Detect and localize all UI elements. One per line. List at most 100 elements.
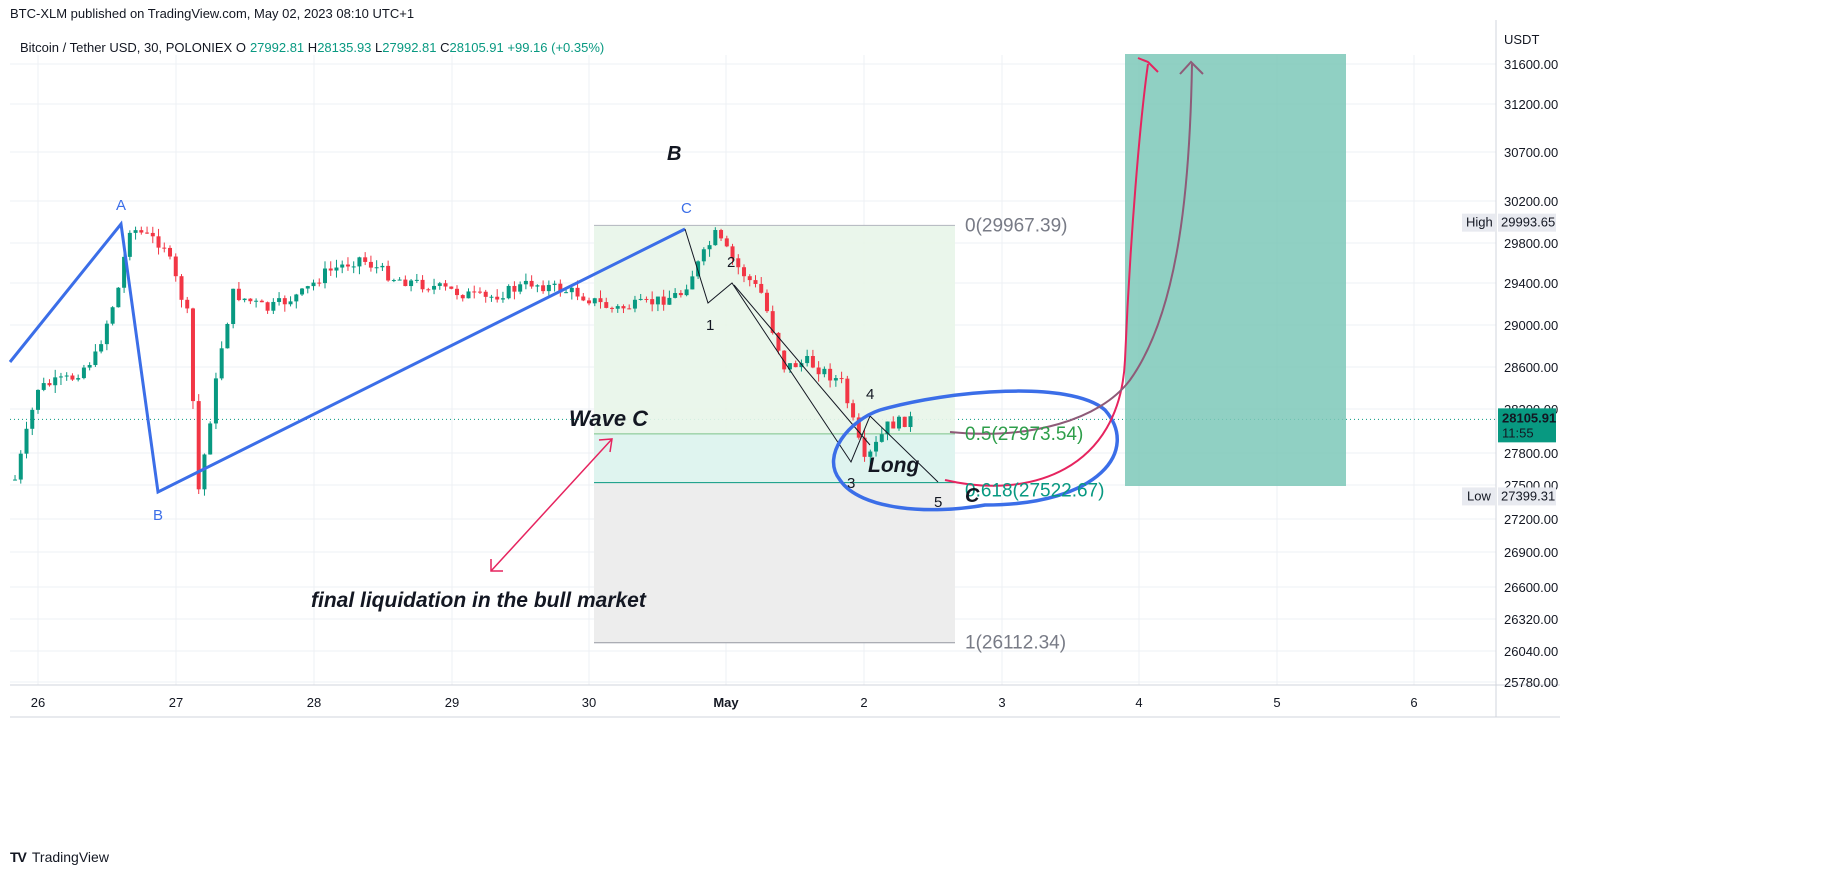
candle-body — [541, 285, 546, 292]
target-arrow-purple — [949, 63, 1193, 435]
candle-body — [730, 246, 735, 259]
wave-count-5: 5 — [934, 494, 942, 511]
candle-body — [179, 276, 184, 300]
low-key: L — [375, 40, 383, 55]
candle-body — [414, 279, 419, 281]
candle-body — [770, 311, 775, 333]
candle-body — [432, 285, 437, 290]
candle-body — [13, 479, 18, 481]
candle-body — [747, 276, 752, 281]
candle-body — [374, 267, 379, 269]
close-key: C — [440, 40, 450, 55]
low-label-bg — [1462, 487, 1495, 506]
candle-body — [764, 292, 769, 312]
fib-level-label: 0(29967.39) — [965, 215, 1067, 236]
y-tick-label: 31600.00 — [1504, 57, 1558, 72]
candle-body — [535, 285, 540, 287]
candle-body — [162, 247, 167, 249]
arrow-head-liq-top — [598, 438, 613, 453]
candle-body — [242, 298, 247, 301]
candle-body — [799, 363, 804, 368]
candle-body — [690, 276, 695, 290]
candle-body — [707, 245, 712, 250]
candle-body — [879, 434, 884, 442]
candle-body — [236, 288, 241, 301]
x-tick-label: 30 — [582, 695, 596, 710]
candle-body — [368, 261, 373, 268]
last-price-value: 28105.91 — [1502, 410, 1556, 425]
candle-body — [64, 375, 69, 377]
y-tick-label: 30200.00 — [1504, 194, 1558, 209]
candle-body — [116, 287, 121, 308]
candle-body — [24, 428, 29, 454]
high-value: 29993.65 — [1501, 215, 1555, 230]
wave-c-text: Wave C — [569, 406, 649, 431]
candle-body — [696, 261, 701, 277]
y-tick-label: 31200.00 — [1504, 97, 1558, 112]
low-value: 27992.81 — [382, 40, 437, 55]
wave-count-4: 4 — [866, 386, 874, 403]
candle-body — [288, 301, 293, 305]
tradingview-brand: TradingView — [31, 849, 109, 865]
candle-body — [558, 283, 563, 293]
candle-body — [190, 308, 195, 402]
candle-body — [828, 368, 833, 381]
y-tick-label: 29000.00 — [1504, 318, 1558, 333]
wave-abc-line — [8, 220, 686, 495]
change-value: +99.16 (+0.35%) — [507, 40, 605, 55]
x-tick-label: 29 — [445, 695, 459, 710]
candle-body — [397, 279, 402, 281]
candle-body — [357, 257, 362, 267]
x-tick-label: 28 — [307, 695, 321, 710]
chart-axes[interactable]: USDT 31600.00 31200.00 30700.00 30200.00 2980… — [10, 20, 1560, 718]
candle-body — [753, 280, 758, 284]
candle-body — [386, 265, 391, 281]
candle-body — [127, 232, 132, 257]
candle-body — [701, 249, 706, 262]
x-tick-label: 6 — [1410, 695, 1417, 710]
candle-body — [277, 298, 282, 302]
candle-body — [213, 378, 218, 424]
candle-body — [99, 344, 104, 352]
x-tick-label: 2 — [860, 695, 867, 710]
candle-body — [41, 383, 46, 390]
candle-body — [403, 279, 408, 287]
y-tick-label: 27800.00 — [1504, 446, 1558, 461]
candle-body — [437, 283, 442, 286]
candle-body — [500, 298, 505, 300]
candle-body — [833, 378, 838, 381]
candle-body — [891, 421, 896, 429]
candle-body — [311, 282, 316, 287]
candle-body — [294, 294, 299, 302]
candle-body — [805, 356, 810, 364]
open-value: 27992.81 — [249, 40, 305, 55]
last-price-countdown: 11:55 — [1502, 425, 1534, 440]
candle-body — [609, 307, 614, 309]
y-tick-label: 29400.00 — [1504, 276, 1558, 291]
candle-body — [793, 363, 798, 368]
candle-body — [552, 283, 557, 285]
impulse-count-line — [684, 228, 939, 483]
candle-body — [885, 421, 890, 435]
symbol-name[interactable]: Bitcoin / Tether USD, 30, POLONIEX — [20, 40, 233, 55]
y-tick-label: 26040.00 — [1504, 644, 1558, 659]
candle-body — [156, 236, 161, 248]
candle-body — [265, 302, 270, 311]
x-tick-label: 4 — [1135, 695, 1142, 710]
candle-body — [460, 295, 465, 299]
candle-body — [546, 284, 551, 292]
y-tick-label: 26900.00 — [1504, 545, 1558, 560]
candle-body — [644, 298, 649, 300]
candle-body — [868, 451, 873, 457]
fib-zone-golden — [594, 433, 955, 483]
wave-c-label: C — [681, 200, 692, 217]
tradingview-footer[interactable]: TV TradingView — [10, 849, 109, 865]
candle-body — [810, 356, 815, 368]
candle-body — [667, 297, 672, 305]
high-label-bg — [1462, 213, 1495, 232]
candle-body — [47, 383, 52, 386]
candle-body — [380, 265, 385, 268]
candle-body — [506, 285, 511, 299]
candle-body — [782, 350, 787, 370]
